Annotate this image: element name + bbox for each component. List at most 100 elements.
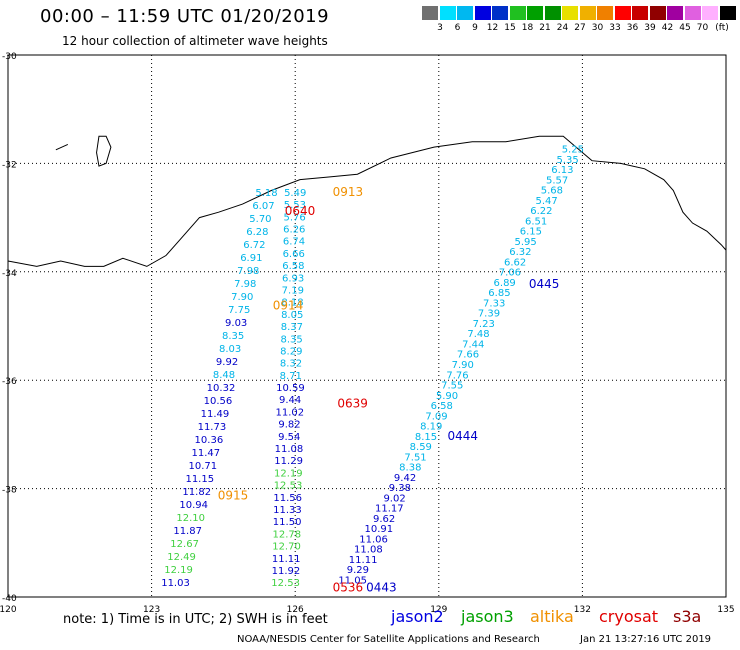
wave-height-value: 6.28 — [246, 227, 268, 238]
colorbar-tick-label: 33 — [609, 23, 621, 33]
wave-height-value: 12.19 — [274, 468, 303, 479]
lat-tick-label: -34 — [2, 269, 17, 279]
island — [55, 143, 69, 151]
wave-height-value: 7.51 — [404, 452, 426, 463]
wave-height-value: 8.19 — [420, 422, 442, 433]
wave-height-value: 7.06 — [499, 268, 521, 279]
colorbar-swatch — [719, 6, 736, 20]
wave-height-value: 9.62 — [373, 514, 395, 525]
colorbar-tick-label: 36 — [626, 23, 639, 33]
wave-height-value: 5.57 — [546, 175, 568, 186]
colorbar-swatch — [422, 6, 438, 20]
colorbar-tick-label: 18 — [521, 23, 534, 33]
wave-height-value: 11.11 — [272, 554, 301, 565]
wave-height-value: 9.42 — [394, 473, 416, 484]
wave-height-value: 8.03 — [219, 344, 241, 355]
map-frame — [7, 54, 727, 598]
colorbar-tick-label: 21 — [539, 23, 551, 33]
wave-height-value: 11.11 — [349, 555, 378, 566]
colorbar-tick-label: 12 — [486, 23, 499, 33]
footer-timestamp: Jan 21 13:27:16 UTC 2019 — [580, 634, 712, 645]
colorbar-swatch — [492, 6, 508, 20]
wave-height-value: 8.37 — [281, 322, 303, 333]
coastline — [7, 135, 727, 267]
wave-height-value: 9.92 — [216, 357, 238, 368]
wave-height-value: 6.15 — [520, 227, 542, 238]
wave-height-value: 10.56 — [204, 396, 233, 407]
page-title: 00:00 – 11:59 UTC 01/20/2019 — [40, 6, 330, 27]
wave-height-value: 12.67 — [170, 539, 199, 550]
footer-credit: NOAA/NESDIS Center for Satellite Applica… — [237, 634, 540, 645]
colorbar-swatch — [457, 6, 473, 20]
wave-height-value: 7.09 — [425, 411, 447, 422]
colorbar-tick-label: 30 — [591, 23, 604, 33]
colorbar-tick-label: 6 — [454, 23, 461, 33]
pass-time-label: 0913 — [333, 185, 364, 199]
wave-height-value: 5.25 — [562, 145, 584, 156]
wave-height-value: 6.58 — [282, 261, 304, 272]
wave-height-value: 5.76 — [283, 212, 305, 223]
wave-height-value: 7.76 — [446, 370, 468, 381]
wave-height-value: 9.44 — [279, 395, 301, 406]
colorbar-tick-label: 70 — [696, 23, 709, 33]
lon-tick-label: 120 — [0, 605, 17, 615]
wave-height-value: 10.91 — [365, 524, 394, 535]
wave-height-value: 10.36 — [195, 435, 224, 446]
wave-height-value: 7.44 — [462, 339, 484, 350]
wave-height-value: 11.29 — [274, 456, 303, 467]
wave-height-value: 6.26 — [283, 225, 305, 236]
lon-tick-label: 123 — [143, 605, 160, 615]
lat-tick-label: -38 — [2, 486, 17, 496]
lat-tick-label: -36 — [2, 377, 17, 387]
wave-height-value: 6.22 — [530, 206, 552, 217]
wave-height-value: 9.03 — [225, 318, 247, 329]
wave-height-value: 5.53 — [284, 200, 306, 211]
wave-height-value: 9.29 — [347, 565, 369, 576]
colorbar-swatch — [439, 6, 456, 20]
wave-height-value: 10.59 — [276, 383, 305, 394]
wave-height-value: 7.75 — [228, 305, 250, 316]
colorbar-tick-label: 27 — [574, 23, 586, 33]
wave-height-value: 8.35 — [280, 334, 302, 345]
legend-altika: altika — [530, 607, 574, 626]
colorbar-swatch — [632, 6, 648, 20]
wave-height-value: 8.59 — [410, 442, 432, 453]
wave-height-value: 9.82 — [278, 420, 300, 431]
lat-tick-label: -40 — [2, 594, 17, 604]
legend-jason2: jason2 — [391, 607, 444, 626]
wave-height-value: 5.49 — [284, 188, 306, 199]
lat-tick-label: -32 — [2, 160, 17, 170]
legend-jason3: jason3 — [461, 607, 514, 626]
wave-height-value: 7.90 — [452, 360, 474, 371]
wave-height-value: 12.49 — [167, 552, 196, 563]
wave-height-value: 10.32 — [207, 383, 236, 394]
wave-height-value: 7.19 — [282, 285, 304, 296]
colorbar-swatch — [649, 6, 666, 20]
wave-height-value: 7.33 — [483, 298, 505, 309]
colorbar-tick-label: 3 — [437, 23, 443, 33]
wave-height-value: 7.23 — [473, 319, 495, 330]
wave-height-value: 11.08 — [275, 444, 304, 455]
wave-height-value: 12.70 — [272, 542, 301, 553]
wave-height-value: 10.94 — [179, 500, 208, 511]
wave-height-value: 6.51 — [525, 216, 547, 227]
wave-height-value: 11.82 — [182, 487, 211, 498]
wave-height-value: 9.02 — [383, 493, 405, 504]
pass-time-label: 0445 — [529, 277, 560, 291]
wave-height-value: 7.48 — [467, 329, 489, 340]
colorbar-tick-label: 15 — [504, 23, 516, 33]
wave-height-value: 6.66 — [283, 249, 305, 260]
wave-height-value: 5.90 — [436, 391, 458, 402]
wave-height-value: 8.32 — [280, 359, 302, 370]
pass-time-label: 0640 — [285, 204, 316, 218]
wave-height-value: 8.05 — [281, 310, 303, 321]
colorbar-swatch — [579, 6, 596, 20]
colorbar-swatch — [509, 6, 526, 20]
wave-height-value: 8.15 — [415, 432, 437, 443]
colorbar-swatch — [544, 6, 561, 20]
wave-height-value: 6.93 — [282, 273, 304, 284]
colorbar-swatch — [474, 6, 491, 20]
wave-height-value: 6.32 — [509, 247, 531, 258]
wave-height-value: 7.55 — [441, 381, 463, 392]
